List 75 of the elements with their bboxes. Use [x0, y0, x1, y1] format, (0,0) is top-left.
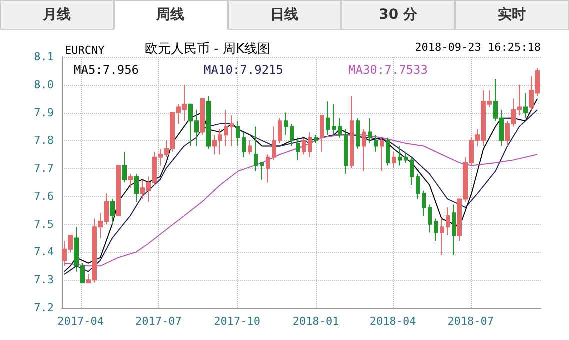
candlestick: [434, 218, 438, 242]
candlestick: [284, 112, 288, 136]
candlestick: [278, 118, 282, 144]
y-tick-label: 7.6: [34, 190, 54, 203]
candlestick: [260, 162, 264, 180]
candlestick: [224, 109, 228, 147]
y-tick-label: 8.1: [34, 50, 54, 64]
y-tick-label: 7.2: [34, 302, 54, 314]
candlestick: [266, 154, 270, 183]
candlestick: [356, 118, 360, 150]
candlestick: [428, 204, 432, 234]
candlestick: [272, 126, 276, 161]
y-tick-label: 7.8: [34, 134, 54, 148]
candlestick: [314, 134, 318, 144]
candlestick: [374, 134, 378, 152]
candlestick: [200, 98, 205, 136]
candlestick: [206, 96, 211, 150]
text: MA5:7.956: [74, 63, 140, 77]
text: MA10:7.9215: [204, 63, 284, 77]
candlestick: [326, 101, 330, 136]
x-tick-label: 2017-07: [135, 315, 182, 328]
candlestick: [332, 104, 336, 136]
x-tick-label: 2018-01: [292, 315, 340, 328]
tab: 月线: [0, 0, 114, 30]
candlestick: [350, 96, 354, 170]
candlestick: [128, 174, 133, 189]
candlestick: [308, 132, 312, 158]
x-tick-label: 2018-07: [448, 315, 494, 328]
line-series: [64, 134, 538, 267]
y-tick-label: 7.4: [34, 246, 54, 259]
text: 2018-09-23 16:25:18: [415, 41, 542, 54]
text: MA30:7.7533: [348, 63, 428, 77]
candlestick: [410, 156, 414, 186]
y-tick-label: 7.3: [34, 274, 54, 287]
tab: 30 分: [341, 0, 456, 30]
candlestick: [110, 198, 115, 225]
chart-subtitle: EURCNY: [65, 44, 106, 57]
y-tick-label: 8.0: [34, 78, 54, 92]
candlestick: [446, 207, 450, 236]
candlestick: [254, 126, 258, 172]
x-tick-label: 2018-04: [370, 315, 417, 328]
candlestick: [368, 118, 372, 144]
candlestick: [452, 204, 456, 256]
y-tick-label: 7.5: [34, 218, 54, 231]
candlestick: [422, 190, 426, 216]
x-tick-label: 2017-10: [214, 315, 261, 328]
candlestick: [392, 151, 396, 170]
candlestick: [404, 151, 408, 164]
candlestick: [296, 137, 300, 161]
tab: 周线: [114, 0, 228, 30]
candlestick: [302, 137, 306, 156]
chart-title: 欧元人民币 - 周K线图: [145, 42, 270, 57]
candlestick: [523, 92, 528, 119]
candlestick: [338, 118, 342, 138]
candlestick: [248, 140, 252, 156]
candlestick: [116, 165, 121, 216]
candlestick: [320, 115, 324, 152]
y-tick-label: 7.7: [34, 162, 54, 176]
candlestick: [236, 120, 240, 147]
candlestick: [230, 115, 234, 147]
candlestick: [134, 174, 139, 203]
candlestick: [398, 146, 402, 166]
candlestick: [386, 137, 390, 166]
candlestick: [380, 137, 384, 172]
candlestick: [440, 218, 444, 256]
candlestick: [416, 174, 420, 200]
candlestick: [362, 129, 366, 172]
tab: 日线: [228, 0, 342, 30]
x-tick-label: 2017-04: [58, 315, 104, 328]
tab: 实时: [455, 0, 569, 30]
candlestick: [122, 151, 127, 183]
candlestick: [242, 132, 246, 158]
y-tick-label: 7.9: [34, 106, 54, 120]
candlestick: [290, 123, 294, 147]
candlestick: [344, 129, 348, 175]
